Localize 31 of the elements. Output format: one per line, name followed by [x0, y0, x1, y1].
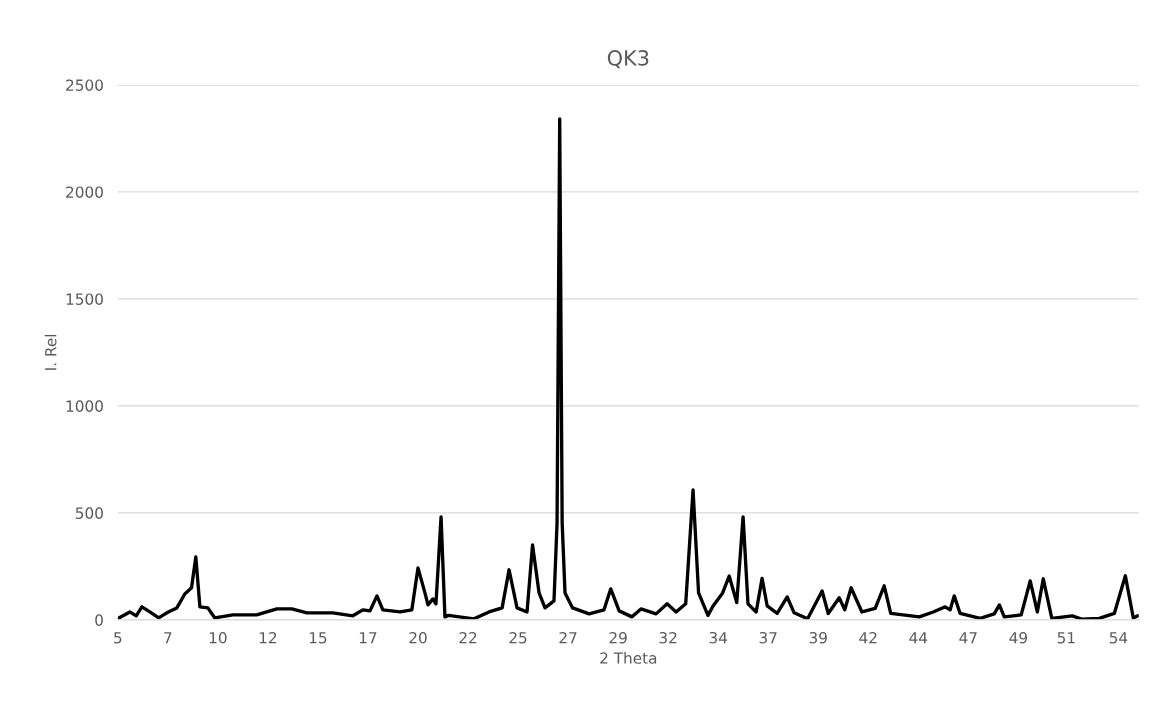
x-tick-label: 32 — [659, 631, 677, 644]
x-axis-title: 2 Theta — [600, 652, 657, 664]
x-tick-label: 44 — [909, 632, 928, 644]
x-tick-label: 7 — [164, 632, 172, 644]
y-axis-title: I. Rel — [44, 334, 57, 370]
x-tick-label: 47 — [959, 632, 977, 644]
x-tick-label: 10 — [209, 631, 227, 644]
x-tick-label: 42 — [859, 631, 877, 644]
y-tick-label: 2500 — [66, 79, 103, 91]
x-tick-label: 17 — [359, 632, 377, 644]
x-tick-label: 29 — [609, 631, 627, 644]
line-series — [117, 117, 1139, 620]
x-tick-label: 15 — [309, 632, 327, 644]
x-tick-label: 25 — [509, 631, 527, 644]
y-tick-label: 1000 — [66, 400, 103, 412]
x-tick-label: 22 — [459, 631, 477, 644]
x-tick-label: 20 — [409, 631, 427, 644]
x-tick-label: 27 — [559, 631, 577, 644]
chart-title: QK3 — [607, 50, 649, 69]
y-tick-label: 500 — [75, 507, 103, 519]
x-tick-label: 54 — [1109, 632, 1128, 644]
x-tick-label: 51 — [1057, 632, 1075, 644]
y-tick-label: 0 — [95, 614, 103, 626]
x-tick-label: 5 — [114, 632, 122, 644]
y-tick-label: 2000 — [66, 186, 103, 198]
y-tick-label: 1500 — [66, 293, 103, 305]
x-tick-label: 34 — [709, 631, 728, 644]
x-tick-label: 49 — [1009, 631, 1027, 644]
x-tick-label: 37 — [759, 631, 777, 644]
x-tick-label: 12 — [259, 631, 277, 644]
x-tick-label: 39 — [809, 631, 827, 644]
